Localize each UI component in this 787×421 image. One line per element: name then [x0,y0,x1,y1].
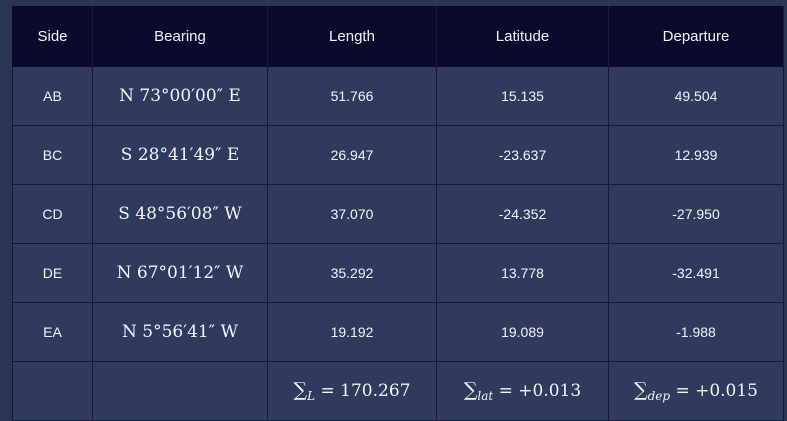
sum-symbol: ∑ [633,379,648,401]
cell-length: 19.192 [267,302,437,362]
header-side: Side [12,6,93,67]
table-row: AB N 73°00′00″ E 51.766 15.135 49.504 [12,66,784,126]
cell-side: AB [12,66,93,126]
cell-latitude: 15.135 [436,66,609,126]
total-departure: ∑dep = +0.015 [608,361,784,421]
table-row: DE N 67°01′12″ W 35.292 13.778 -32.491 [12,243,784,303]
cell-latitude: -24.352 [436,184,609,244]
total-latitude: ∑lat = +0.013 [436,361,609,421]
cell-departure: -27.950 [608,184,784,244]
table-header: Side Bearing Length Latitude Departure [12,6,784,67]
cell-latitude: 13.778 [436,243,609,303]
cell-latitude: 19.089 [436,302,609,362]
sum-symbol: ∑ [463,379,478,401]
sum-subscript: lat [477,389,494,403]
table-row: EA N 5°56′41″ W 19.192 19.089 -1.988 [12,302,784,362]
cell-length: 35.292 [267,243,437,303]
cell-departure: -32.491 [608,243,784,303]
cell-bearing: S 28°41′49″ E [92,125,268,185]
cell-bearing: N 5°56′41″ W [92,302,268,362]
header-bearing: Bearing [92,6,268,67]
sum-subscript: dep [647,389,671,403]
cell-bearing: N 67°01′12″ W [92,243,268,303]
sum-value: = +0.015 [675,381,758,401]
sum-symbol: ∑ [293,379,308,401]
cell-length: 51.766 [267,66,437,126]
header-departure: Departure [608,6,784,67]
cell-side: DE [12,243,93,303]
cell-length: 26.947 [267,125,437,185]
header-row: Side Bearing Length Latitude Departure [12,6,784,67]
total-length: ∑L = 170.267 [267,361,437,421]
cell-bearing: S 48°56′08″ W [92,184,268,244]
table-row: BC S 28°41′49″ E 26.947 -23.637 12.939 [12,125,784,185]
sum-value: = +0.013 [498,381,582,401]
header-latitude: Latitude [436,6,609,67]
cell-bearing: N 73°00′00″ E [92,66,268,126]
sum-subscript: L [307,389,316,403]
cell-departure: 12.939 [608,125,784,185]
cell-length: 37.070 [267,184,437,244]
traverse-table: Side Bearing Length Latitude Departure A… [12,6,784,421]
cell-empty [92,361,268,421]
table-body: AB N 73°00′00″ E 51.766 15.135 49.504 BC… [12,66,784,421]
cell-side: CD [12,184,93,244]
table-row: CD S 48°56′08″ W 37.070 -24.352 -27.950 [12,184,784,244]
totals-row: ∑L = 170.267 ∑lat = +0.013 ∑dep = +0.015 [12,361,784,421]
sum-value: = 170.267 [320,381,411,401]
cell-latitude: -23.637 [436,125,609,185]
header-length: Length [267,6,437,67]
cell-empty [12,361,93,421]
cell-side: EA [12,302,93,362]
cell-side: BC [12,125,93,185]
cell-departure: 49.504 [608,66,784,126]
cell-departure: -1.988 [608,302,784,362]
